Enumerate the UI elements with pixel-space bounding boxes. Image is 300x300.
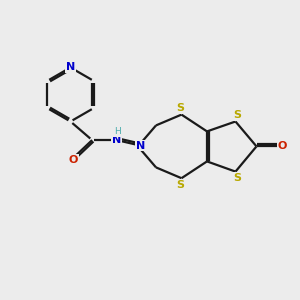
Text: N: N [66, 62, 75, 72]
Text: H: H [114, 127, 121, 136]
Text: S: S [176, 180, 184, 190]
Text: O: O [68, 155, 78, 165]
Text: S: S [176, 103, 184, 113]
Text: S: S [233, 172, 241, 183]
Text: N: N [136, 140, 145, 151]
Text: N: N [112, 135, 121, 145]
Text: O: O [278, 141, 287, 152]
Text: S: S [233, 110, 241, 121]
